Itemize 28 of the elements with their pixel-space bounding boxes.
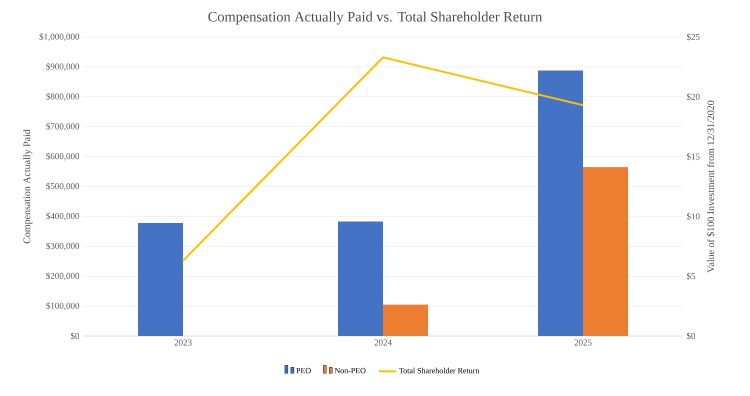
y-tick-label: $400,000 — [46, 212, 80, 220]
bar — [138, 222, 183, 336]
bar — [338, 221, 384, 336]
y-tick-label: $1,000,000 — [40, 33, 80, 41]
y-tick-label: $600,000 — [46, 152, 80, 161]
y2-tick-label: $20 — [686, 93, 700, 100]
y2-tick-label: $5 — [686, 272, 696, 280]
bar — [383, 304, 428, 336]
y2-tick-label: $10 — [686, 212, 700, 220]
y2-tick-label: $0 — [686, 332, 696, 340]
x-tick-label: 2025 — [574, 340, 592, 346]
bar — [538, 70, 584, 336]
y-tick-label: $800,000 — [46, 92, 80, 101]
y-tick-label: $100,000 — [46, 302, 80, 310]
y-tick-label: $900,000 — [46, 62, 80, 71]
y-tick-label: $300,000 — [46, 242, 80, 250]
x-tick-label: 2023 — [174, 340, 192, 346]
y-axis-title: Compensation Actually Paid — [23, 129, 32, 244]
y-tick-label: $500,000 — [46, 182, 80, 190]
chart-title: Compensation Actually Paid vs. Total Shareholder Return — [208, 11, 542, 25]
y2-tick-label: $25 — [686, 33, 700, 41]
y-tick-label: $700,000 — [46, 122, 80, 131]
x-tick-label: 2024 — [374, 340, 392, 346]
y2-tick-label: $15 — [686, 153, 700, 160]
y2-axis-title: Value of $100 Investment from 12/31/2020 — [706, 100, 715, 273]
y-tick-label: $200,000 — [46, 272, 80, 280]
y-tick-label: $0 — [70, 332, 80, 340]
bar — [583, 167, 628, 336]
